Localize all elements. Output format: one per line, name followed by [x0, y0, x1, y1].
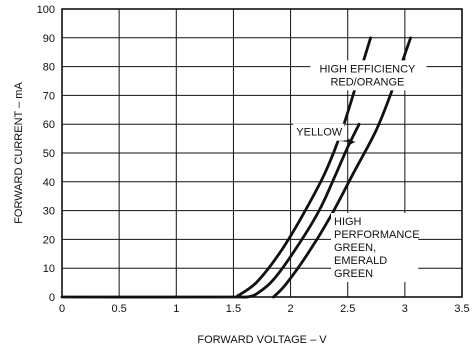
annotation-text: RED/ORANGE: [330, 76, 404, 88]
annotation-text: EMERALD: [334, 255, 387, 267]
y-tick-label: 60: [43, 119, 55, 131]
y-tick-label: 50: [43, 148, 55, 160]
x-axis-label: FORWARD VOLTAGE – V: [197, 334, 327, 346]
y-axis-label: FORWARD CURRENT – mA: [13, 82, 25, 224]
annotation-background: [310, 60, 427, 91]
y-tick-label: 30: [43, 206, 55, 218]
x-tick-label: 1: [173, 303, 179, 315]
plot-frame: [61, 8, 463, 298]
annotation-text: YELLOW: [296, 127, 342, 139]
y-tick-label: 70: [43, 90, 55, 102]
annotation-text: HIGH: [334, 216, 362, 228]
y-tick-label: 10: [43, 263, 55, 275]
tick-labels: 0 0.5 1 1.5 2 2.5 3 3.5 0 10 20 30 40 50 60 70 80 90 100: [37, 4, 470, 315]
annotation-background: [331, 213, 419, 282]
x-tick-label: 1.5: [226, 303, 241, 315]
annotation-text: GREEN: [334, 268, 373, 280]
x-tick-label: 3.5: [454, 303, 469, 315]
y-tick-label: 0: [49, 292, 55, 304]
annotation-text: HIGH EFFICIENCY: [319, 63, 416, 75]
y-tick-label: 90: [43, 33, 55, 45]
grid: [61, 8, 463, 298]
annotation-text: GREEN,: [334, 242, 376, 254]
y-tick-label: 80: [43, 62, 55, 74]
x-tick-label: 0.5: [111, 303, 126, 315]
x-tick-label: 3: [402, 303, 408, 315]
annotation-text: PERFORMANCE: [334, 229, 420, 241]
yellow-leader-arrowhead: [347, 138, 355, 146]
x-tick-label: 0: [59, 303, 65, 315]
y-tick-label: 20: [43, 234, 55, 246]
series-line-2: [272, 36, 412, 299]
annotation-background: [293, 123, 345, 141]
y-tick-label: 40: [43, 177, 55, 189]
x-tick-label: 2: [288, 303, 294, 315]
y-tick-label: 100: [37, 4, 55, 16]
series-line-1: [245, 122, 361, 299]
x-tick-label: 2.5: [340, 303, 355, 315]
